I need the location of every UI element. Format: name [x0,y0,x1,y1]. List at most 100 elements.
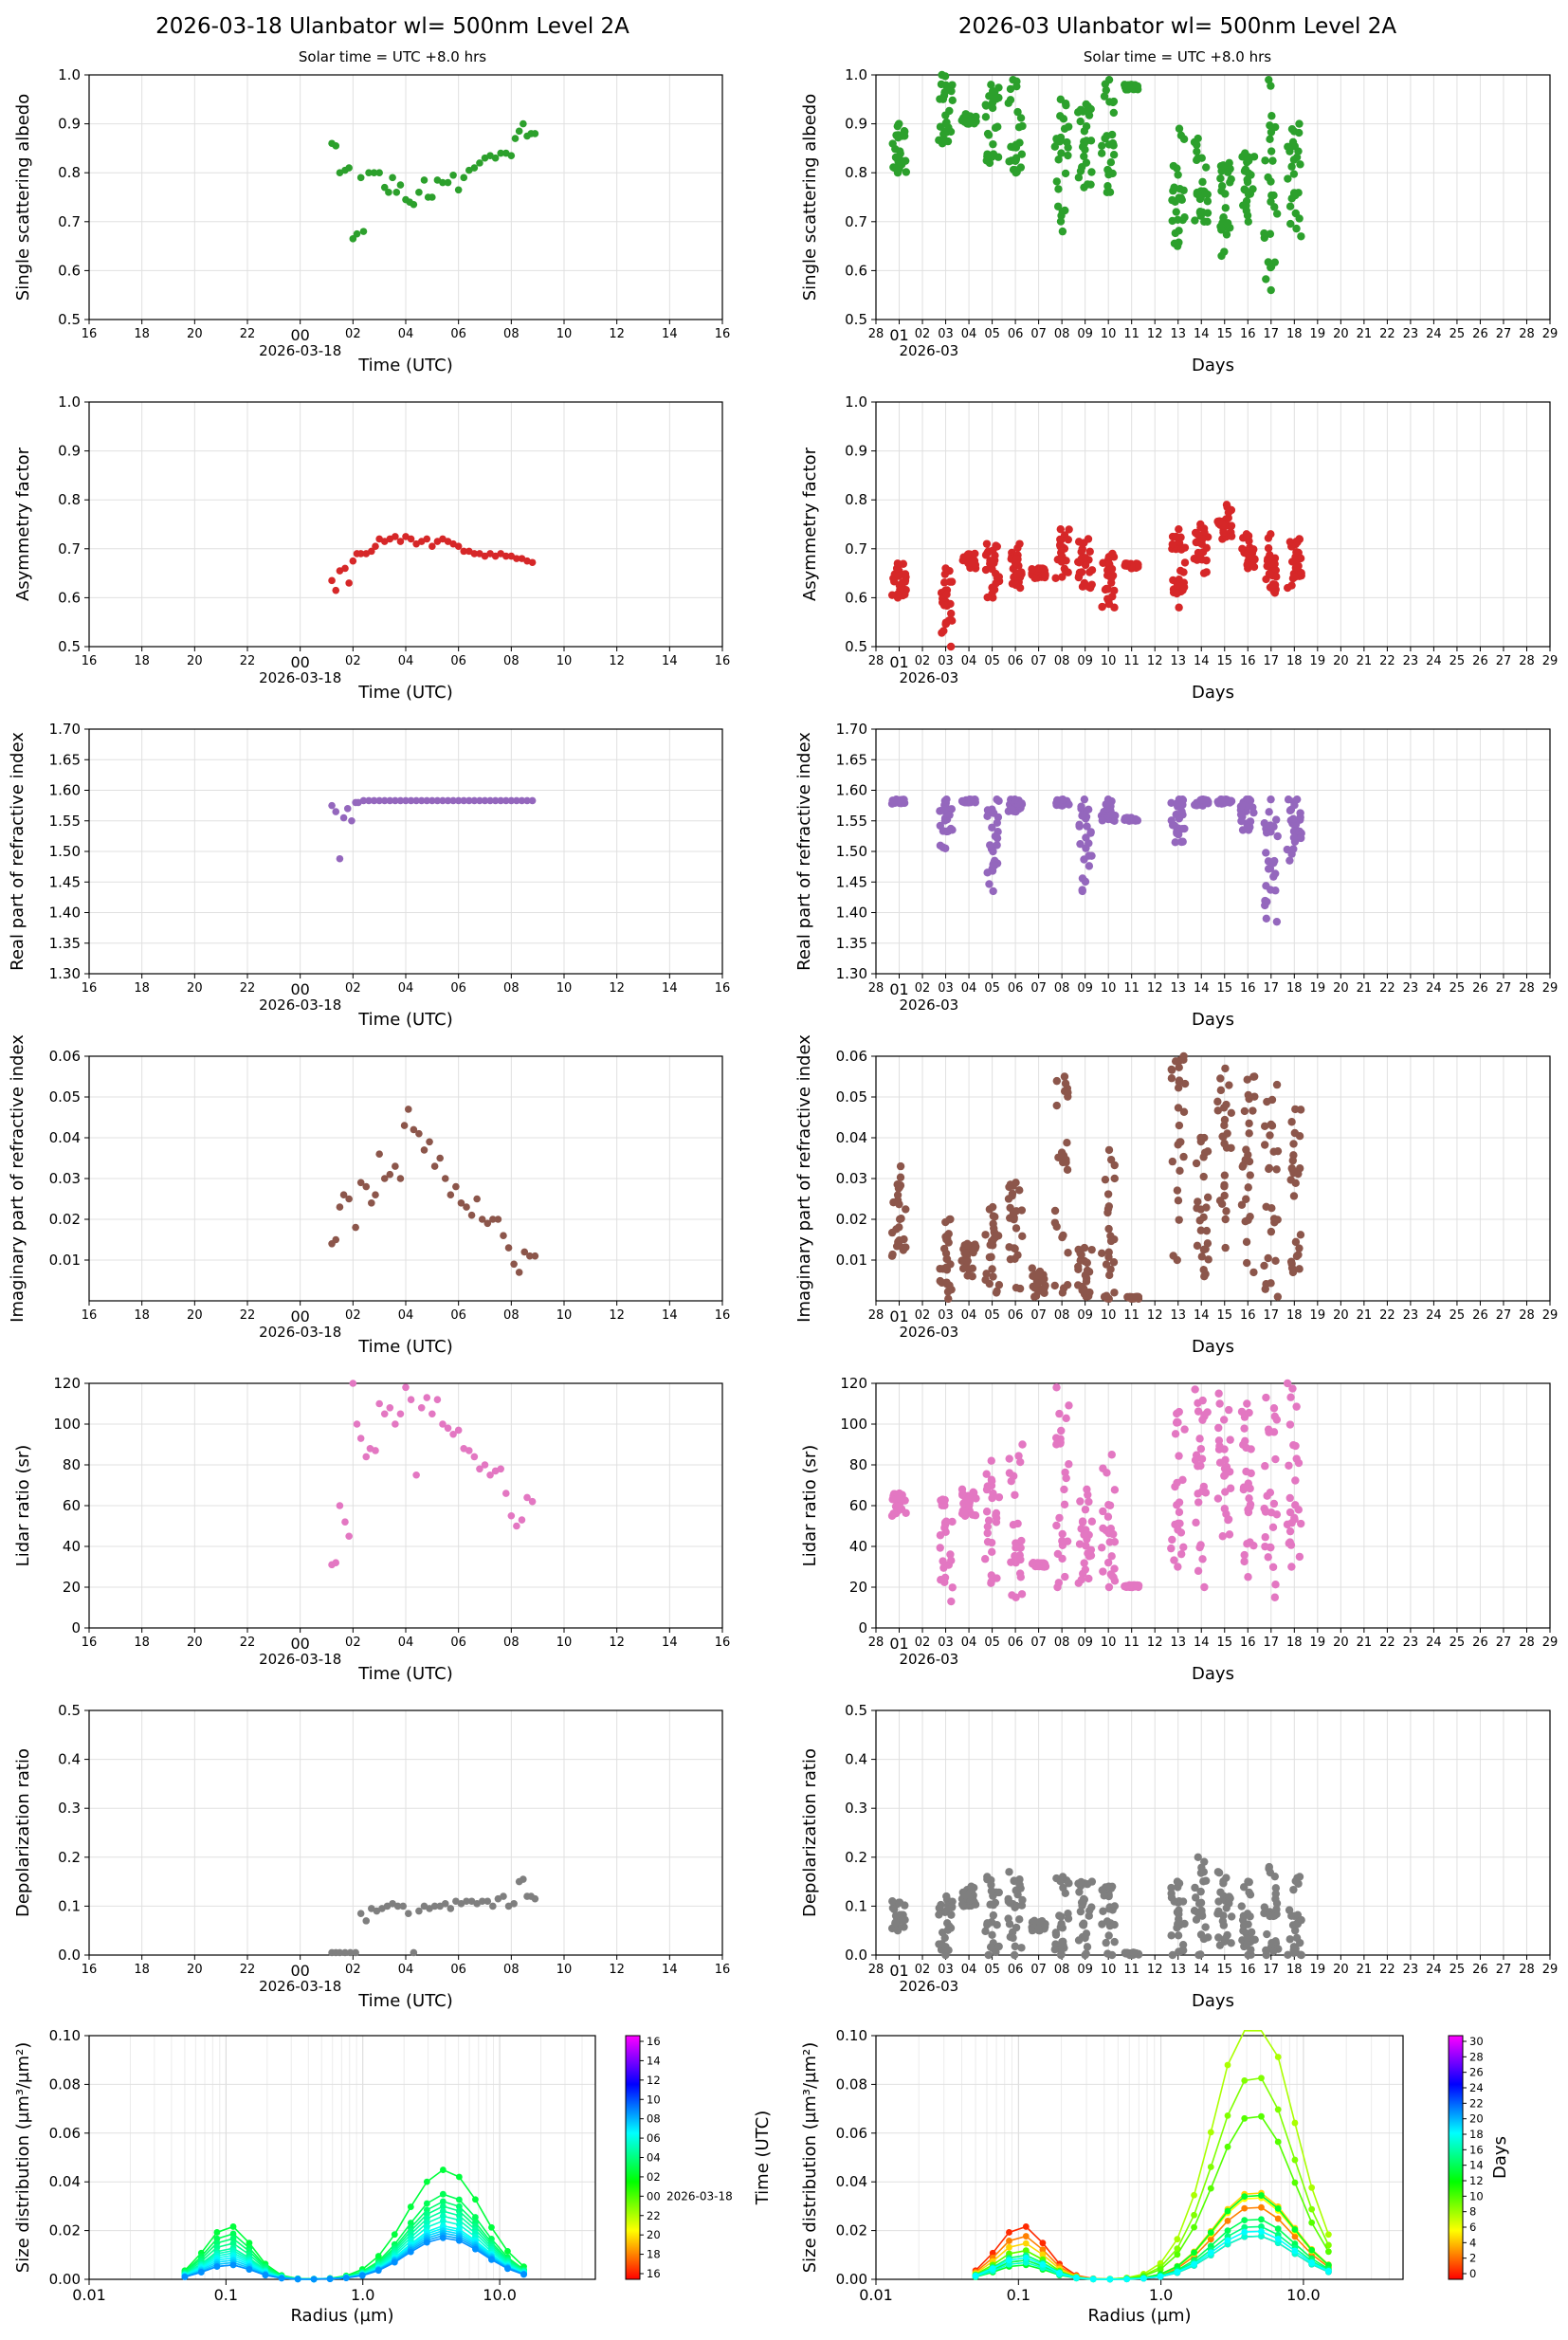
data-point [470,796,479,805]
data-point [389,174,396,182]
data-point [1175,1407,1183,1417]
data-point [1106,158,1116,167]
data-point [989,139,997,149]
x-tick-label: 22 [1379,1308,1395,1323]
data-point [460,547,468,556]
data-point [1076,839,1085,849]
data-point [1219,528,1228,537]
data-point [1171,838,1179,847]
data-point [1193,155,1201,165]
data-point [1081,1505,1090,1514]
data-point [943,1234,952,1243]
data-point [197,2269,205,2276]
data-point [1041,571,1049,580]
x-tick-label: 15 [1216,654,1232,668]
colorbar-tick-label: 6 [1469,2221,1476,2234]
data-point [1218,1532,1227,1541]
data-point [372,1447,379,1454]
data-point [430,1902,439,1910]
data-point [476,1465,483,1473]
data-point [1260,1141,1269,1149]
colorbar-tick-label: 28 [1469,2050,1484,2063]
data-point [1220,1472,1229,1480]
data-point [985,1252,994,1262]
data-point [994,573,1004,581]
data-point [455,2237,463,2244]
y-tick-label: 0.02 [836,2222,867,2239]
data-point [1258,2112,1265,2120]
data-point [1219,1921,1229,1929]
data-point [1179,568,1188,576]
data-point [343,805,352,813]
data-point [523,1493,531,1502]
data-point [1221,1243,1230,1252]
y-tick-label: 1.45 [49,873,81,890]
x-tick-label: 11 [1123,1963,1140,1977]
data-point [981,1231,990,1239]
data-point [1006,2257,1012,2264]
data-point [1249,1268,1258,1277]
data-point [1017,1536,1026,1545]
data-point [1269,1499,1279,1508]
data-point [1012,1542,1021,1550]
data-point [1242,1195,1250,1203]
data-point [1271,1581,1280,1589]
data-point [1260,1122,1269,1131]
data-point [447,1191,455,1198]
data-point [396,796,405,805]
x-tick-label: 22 [240,1308,256,1323]
data-point [1249,1106,1257,1115]
data-point [1194,1853,1202,1862]
data-point [1174,1197,1183,1205]
data-point [358,2272,366,2279]
colorbar-tick-label: 30 [1469,2035,1484,2048]
data-point [1011,1942,1019,1951]
data-point [1039,2260,1047,2268]
data-point [992,541,1000,550]
colorbar-tick-label: 2 [1469,2252,1476,2265]
data-point [362,1453,371,1461]
data-point [942,1254,952,1264]
y-axis-label: Asymmetry factor [800,447,820,601]
data-point [1191,2211,1197,2219]
y-tick-label: 0.00 [836,2271,867,2288]
data-point [229,2230,237,2238]
data-point [986,841,994,850]
data-point [1057,1426,1066,1435]
data-point [1050,1206,1060,1216]
data-point [968,558,976,567]
y-tick-label: 0.5 [845,1702,867,1719]
x-tick-label: 01 [889,1962,908,1980]
data-point [1267,1204,1276,1213]
y-tick-label: 0.05 [49,1088,81,1106]
data-point [888,1495,897,1504]
x-tick-label: 04 [961,1308,977,1323]
data-point [946,642,956,651]
y-tick-label: 0.4 [58,1751,81,1768]
data-point [938,70,946,80]
data-point [1106,2276,1114,2283]
x-tick-label: 03 [938,654,954,668]
data-point [1175,524,1183,534]
data-point [1085,1497,1093,1507]
data-point [1125,1581,1134,1590]
data-point [1213,1868,1223,1876]
data-point [1006,2243,1012,2251]
data-point [1103,1190,1113,1198]
data-point [1102,1938,1110,1947]
data-point [1012,1224,1021,1233]
size-dist-line [975,2230,1329,2280]
y-tick-label: 0.6 [845,262,867,279]
data-point [1203,1193,1212,1202]
x-tick-label: 25 [1449,1308,1466,1323]
data-point [1219,1879,1228,1888]
data-point [1169,1252,1177,1260]
data-point [1105,98,1114,106]
data-point [983,1920,992,1929]
data-point [1221,1215,1230,1224]
data-point [1168,1950,1177,1960]
data-point [964,1265,974,1274]
data-point [1107,1552,1116,1561]
data-point [481,796,489,805]
data-point [1173,1186,1182,1195]
